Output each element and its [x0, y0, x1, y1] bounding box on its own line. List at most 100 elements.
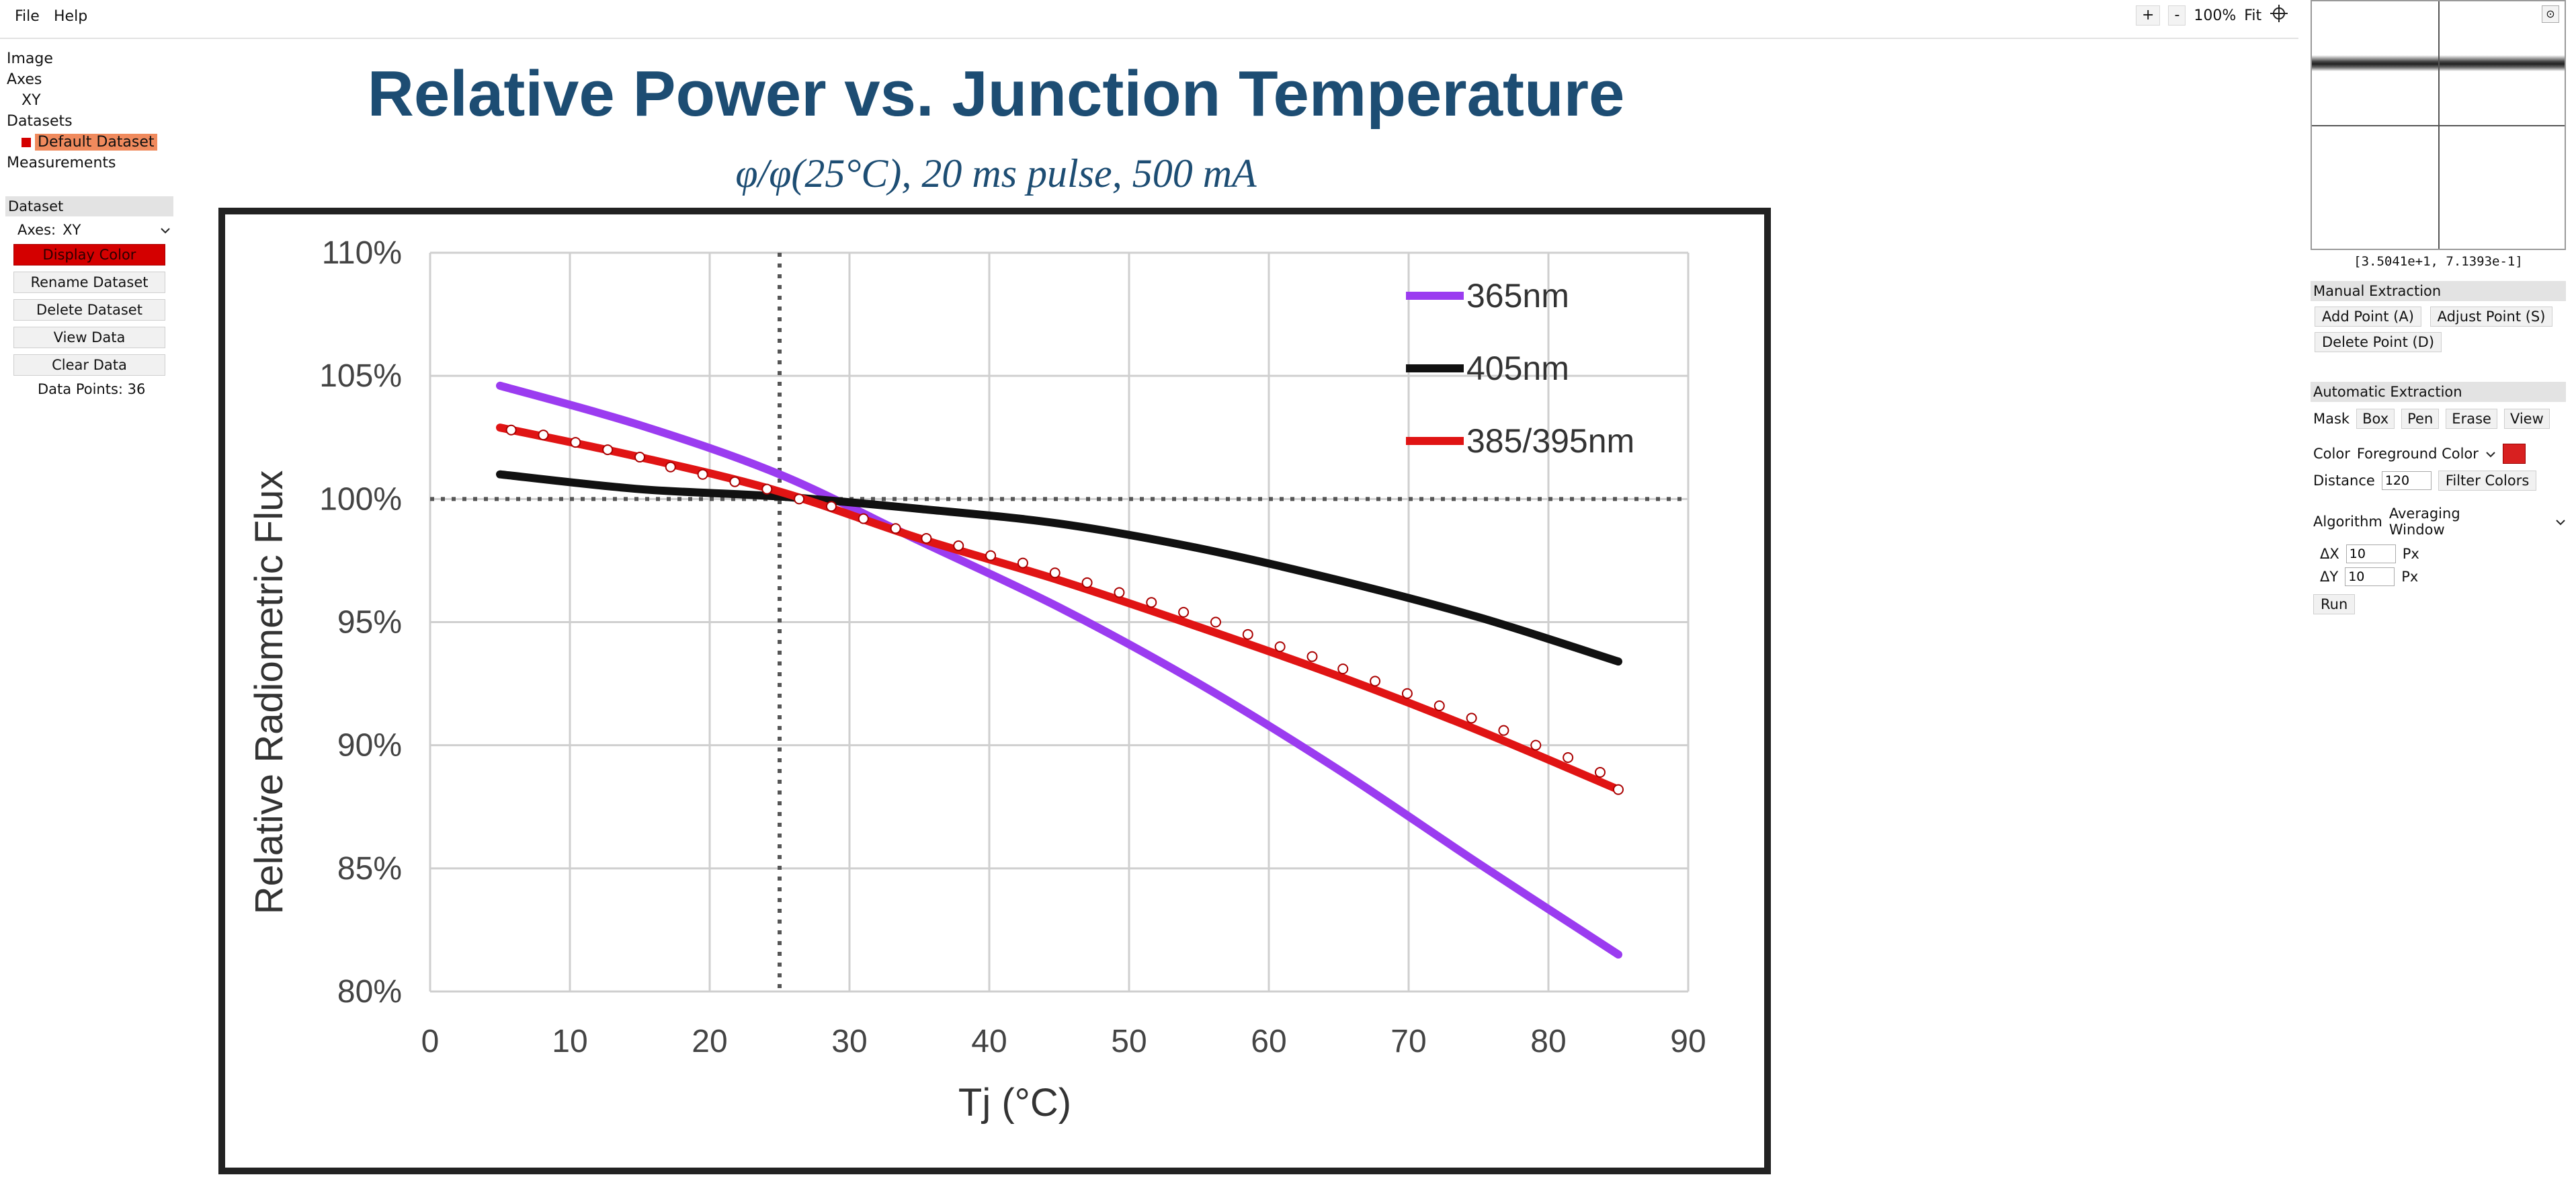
mask-box-button[interactable]: Box	[2356, 409, 2395, 429]
legend: 365nm 405nm 385/395nm	[1406, 277, 1634, 460]
tree-item-image[interactable]: Image	[7, 50, 53, 67]
tree-item-default-dataset[interactable]: Default Dataset	[7, 132, 157, 153]
tree-item-axes[interactable]: Axes	[7, 71, 42, 88]
reference-lines	[430, 253, 1688, 991]
x-tick-label-5: 50	[1111, 1024, 1147, 1059]
series-group	[496, 381, 1622, 959]
delta-x-input[interactable]	[2345, 544, 2396, 563]
extracted-point-13	[921, 532, 932, 544]
extracted-point-15	[985, 550, 997, 561]
extracted-point-28	[1401, 688, 1413, 699]
tick-labels: 0 10 20 30 40 50 60 70 80 90 80% 85% 90% 95% 100% 105% 1…	[319, 235, 1706, 1059]
chart-subtitle: φ/φ(25°C), 20 ms pulse, 500 mA	[735, 151, 1257, 196]
zoom-in-button[interactable]: +	[2136, 5, 2161, 26]
x-tick-label-6: 60	[1251, 1024, 1286, 1059]
chart-title: Relative Power vs. Junction Temperature	[368, 67, 1625, 130]
project-tree: Image Axes XY Datasets Default Dataset M…	[7, 48, 157, 173]
color-select[interactable]: Foreground Color	[2356, 446, 2479, 462]
menu-file[interactable]: File	[15, 8, 40, 25]
axes-select[interactable]: Axes: XY	[17, 222, 173, 238]
extracted-point-1	[538, 430, 549, 441]
chevron-down-icon	[160, 222, 171, 238]
y-tick-label-4: 100%	[319, 481, 402, 517]
x-tick-label-3: 30	[831, 1024, 867, 1059]
filter-colors-button[interactable]: Filter Colors	[2438, 471, 2537, 491]
delta-y-input[interactable]	[2345, 567, 2395, 586]
view-data-button[interactable]: View Data	[13, 327, 165, 348]
extracted-point-34	[1594, 766, 1606, 778]
tree-item-datasets[interactable]: Datasets	[7, 113, 73, 130]
dataset-panel-header: Dataset	[5, 196, 173, 216]
extracted-point-11	[858, 513, 869, 524]
adjust-point-button[interactable]: Adjust Point (S)	[2429, 307, 2553, 327]
manual-extraction-header: Manual Extraction	[2311, 281, 2566, 301]
extracted-point-27	[1370, 676, 1381, 687]
display-color-button[interactable]: Display Color	[13, 244, 165, 266]
extracted-point-10	[825, 501, 837, 512]
y-tick-label-1: 85%	[337, 851, 402, 887]
y-tick-label-0: 80%	[337, 974, 402, 1010]
delete-point-button[interactable]: Delete Point (D)	[2315, 332, 2442, 352]
extracted-point-20	[1146, 597, 1157, 608]
extracted-point-35	[1613, 784, 1624, 795]
extracted-point-4	[634, 452, 645, 463]
run-button[interactable]: Run	[2313, 594, 2356, 614]
mask-erase-button[interactable]: Erase	[2446, 409, 2497, 429]
x-tick-label-4: 40	[971, 1024, 1007, 1059]
tree-item-axes-xy[interactable]: XY	[22, 92, 41, 109]
tree-item-measurements[interactable]: Measurements	[7, 155, 116, 171]
mask-pen-button[interactable]: Pen	[2401, 409, 2440, 429]
zoom-out-button[interactable]: -	[2168, 5, 2186, 26]
distance-input[interactable]	[2381, 471, 2432, 490]
automatic-extraction-header: Automatic Extraction	[2311, 382, 2566, 402]
crosshair-icon[interactable]	[2270, 4, 2288, 27]
data-points-count: Data Points: 36	[38, 381, 146, 397]
plot-canvas[interactable]: Relative Power vs. Junction Temperature …	[215, 67, 1781, 1176]
delta-x-unit: Px	[2402, 546, 2419, 562]
extracted-point-17	[1049, 567, 1061, 579]
menu-help[interactable]: Help	[54, 8, 88, 25]
dataset-panel: Dataset Axes: XY Display Color Rename Da…	[5, 196, 173, 397]
target-icon[interactable]: ⊙	[2542, 5, 2559, 23]
mask-view-button[interactable]: View	[2503, 409, 2550, 429]
rename-dataset-button[interactable]: Rename Dataset	[13, 272, 165, 293]
extracted-point-31	[1498, 725, 1509, 736]
algorithm-select[interactable]: Averaging Window	[2388, 505, 2460, 538]
zoom-level[interactable]: 100%	[2194, 7, 2237, 24]
extracted-point-30	[1466, 713, 1477, 724]
x-tick-label-8: 80	[1530, 1024, 1566, 1059]
extracted-point-33	[1563, 752, 1574, 763]
delete-dataset-button[interactable]: Delete Dataset	[13, 299, 165, 321]
series-line-0	[496, 381, 1622, 959]
extracted-points	[505, 424, 1624, 795]
extracted-point-3	[602, 444, 614, 456]
foreground-color-swatch[interactable]	[2502, 444, 2526, 464]
chart-frame	[218, 208, 1771, 1174]
zoom-toolbar: + - 100% Fit	[2136, 4, 2288, 27]
extracted-point-16	[1017, 557, 1028, 569]
x-tick-label-2: 20	[692, 1024, 727, 1059]
extracted-point-8	[761, 483, 773, 495]
extracted-point-5	[665, 461, 676, 473]
axes-select-value: XY	[63, 222, 81, 238]
legend-label-0: 365nm	[1466, 277, 1569, 315]
x-tick-label-9: 90	[1670, 1024, 1706, 1059]
clear-data-button[interactable]: Clear Data	[13, 354, 165, 376]
series-line-2	[496, 423, 1622, 794]
magnifier-crosshair-v	[2438, 1, 2440, 249]
extracted-point-6	[697, 469, 708, 480]
add-point-button[interactable]: Add Point (A)	[2315, 307, 2421, 327]
y-tick-label-5: 105%	[319, 358, 402, 394]
chevron-down-icon	[2555, 514, 2566, 530]
legend-label-1: 405nm	[1466, 350, 1569, 387]
extracted-point-0	[505, 424, 517, 436]
y-tick-label-6: 110%	[322, 235, 402, 271]
zoom-fit-button[interactable]: Fit	[2244, 7, 2262, 24]
default-dataset-label: Default Dataset	[35, 134, 157, 151]
extracted-point-9	[794, 493, 805, 505]
extracted-point-2	[570, 437, 581, 448]
chart-image[interactable]: Relative Power vs. Junction Temperature …	[215, 67, 1781, 1176]
delta-x-label: ΔX	[2320, 546, 2339, 562]
cursor-coordinates: [3.5041e+1, 7.1393e-1]	[2354, 254, 2523, 269]
